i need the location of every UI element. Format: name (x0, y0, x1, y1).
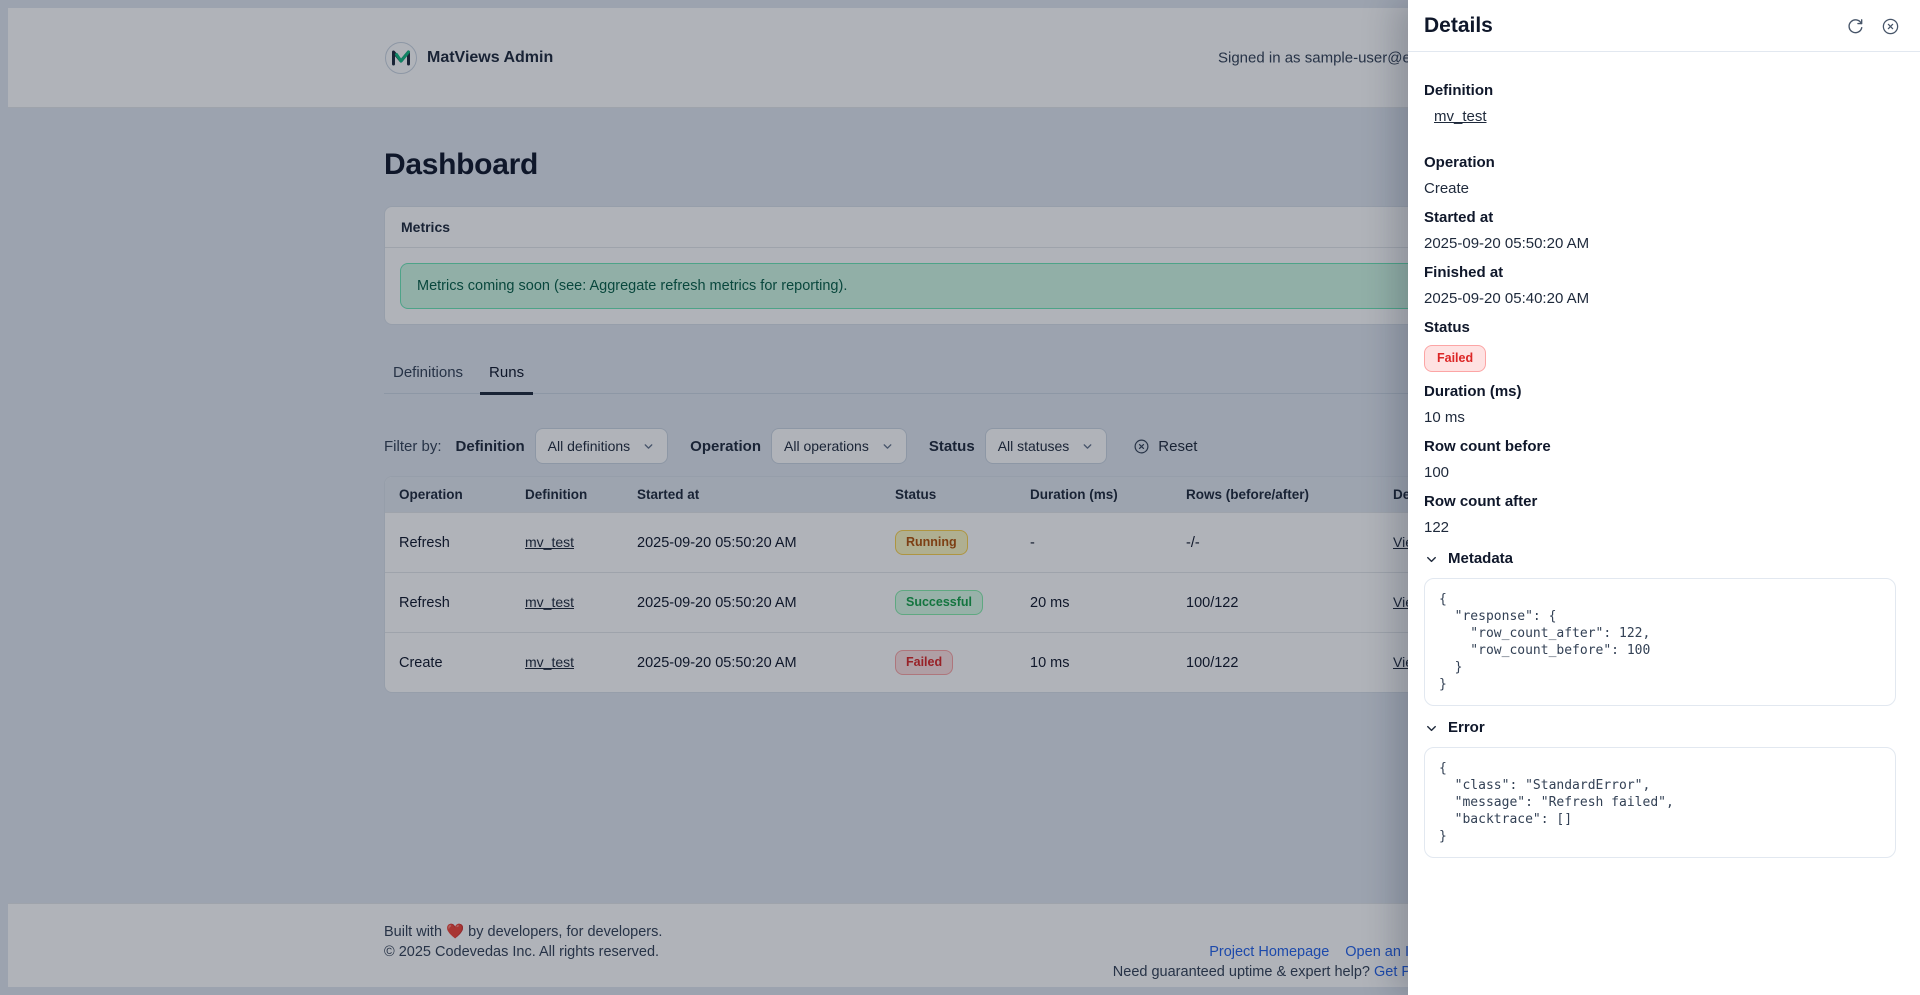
brand: MatViews Admin (384, 41, 553, 75)
reset-button-label: Reset (1158, 437, 1198, 455)
cell-operation: Refresh (385, 512, 511, 573)
metrics-notice: Metrics coming soon (see: Aggregate refr… (400, 263, 1520, 309)
cell-operation: Refresh (385, 572, 511, 633)
definition-select[interactable]: All definitions (534, 428, 669, 464)
status-badge: Successful (895, 590, 984, 615)
tabs: Definitions Runs (384, 355, 1536, 395)
chevron-down-icon (642, 440, 655, 453)
operation-select-value: All operations (784, 438, 869, 454)
metrics-card: Metrics Metrics coming soon (see: Aggreg… (384, 206, 1536, 325)
definition-filter-label: Definition (455, 437, 525, 455)
status-filter-label: Status (928, 437, 975, 455)
field-row-count-after: Row count after 122 (1424, 493, 1538, 536)
operation-select[interactable]: All operations (771, 428, 907, 464)
col-started-at: Started at (623, 477, 881, 513)
definition-select-value: All definitions (547, 438, 631, 454)
cell-started-at: 2025-09-20 05:50:20 AM (623, 632, 881, 692)
chevron-down-icon (1424, 552, 1439, 567)
error-json: { "class": "StandardError", "message": "… (1439, 761, 1674, 844)
close-button[interactable] (1881, 17, 1900, 36)
operation-filter-label: Operation (690, 437, 762, 455)
page-title: Dashboard (384, 148, 538, 181)
metrics-card-body: Metrics coming soon (see: Aggregate refr… (385, 248, 1535, 324)
reset-button[interactable]: Reset (1133, 438, 1197, 455)
definition-link[interactable]: mv_test (525, 594, 575, 610)
close-icon (1881, 17, 1900, 36)
col-rows: Rows (before/after) (1172, 477, 1379, 513)
field-definition: Definition mv_test (1424, 82, 1494, 125)
filter-by-label: Filter by: (384, 437, 442, 455)
field-status: Status Failed (1424, 319, 1896, 372)
col-status: Status (881, 477, 1016, 513)
error-section: Error { "class": "StandardError", "messa… (1424, 719, 1896, 858)
definition-link[interactable]: mv_test (525, 534, 575, 550)
field-duration: Duration (ms) 10 ms (1424, 383, 1522, 426)
table-header-row: Operation Definition Started at Status D… (385, 477, 1535, 513)
status-badge: Failed (1424, 345, 1487, 372)
chevron-down-icon (1424, 721, 1439, 736)
cell-rows: 100/122 (1172, 572, 1379, 633)
error-json-box: { "class": "StandardError", "message": "… (1424, 747, 1896, 858)
cell-rows: 100/122 (1172, 632, 1379, 692)
chevron-down-icon (881, 440, 894, 453)
cell-started-at: 2025-09-20 05:50:20 AM (623, 572, 881, 633)
metadata-section-toggle[interactable]: Metadata (1424, 550, 1896, 568)
status-badge: Running (895, 530, 968, 555)
cell-duration: 10 ms (1016, 632, 1172, 692)
col-duration: Duration (ms) (1016, 477, 1172, 513)
refresh-icon (1846, 17, 1865, 36)
definition-link[interactable]: mv_test (525, 654, 575, 670)
refresh-button[interactable] (1846, 17, 1865, 36)
definition-link[interactable]: mv_test (1434, 108, 1487, 125)
tab-definitions[interactable]: Definitions (393, 364, 464, 381)
field-row-count-before: Row count before 100 (1424, 438, 1551, 481)
app-logo-icon (384, 41, 418, 75)
cell-operation: Create (385, 632, 511, 692)
status-select[interactable]: All statuses (984, 428, 1108, 464)
metrics-card-title: Metrics (385, 207, 1535, 248)
brand-name: MatViews Admin (427, 48, 554, 66)
field-started-at: Started at 2025-09-20 05:50:20 AM (1424, 209, 1590, 252)
cell-duration: 20 ms (1016, 572, 1172, 633)
error-section-toggle[interactable]: Error (1424, 719, 1896, 737)
col-operation: Operation (385, 477, 511, 513)
col-definition: Definition (511, 477, 623, 513)
metadata-json: { "response": { "row_count_after": 122, … (1439, 592, 1651, 692)
metadata-json-box: { "response": { "row_count_after": 122, … (1424, 578, 1896, 706)
footer-copyright: © 2025 Codevedas Inc. All rights reserve… (384, 944, 660, 960)
footer-built-line: Built with ❤️ by developers, for develop… (384, 924, 663, 940)
chevron-down-icon (1081, 440, 1094, 453)
filter-bar: Filter by: Definition All definitions Op… (384, 428, 1536, 464)
reset-icon (1133, 438, 1150, 455)
details-panel-header: Details (1408, 0, 1920, 52)
details-panel-body: Definition mv_test Operation Create Star… (1408, 52, 1920, 894)
details-panel-title: Details (1424, 14, 1493, 37)
cell-duration: - (1016, 512, 1172, 573)
status-select-value: All statuses (997, 438, 1070, 454)
heart-icon: ❤️ (446, 924, 465, 940)
field-finished-at: Finished at 2025-09-20 05:40:20 AM (1424, 264, 1590, 307)
tab-runs[interactable]: Runs (480, 355, 534, 395)
status-badge: Failed (895, 650, 954, 675)
metadata-section: Metadata { "response": { "row_count_afte… (1424, 550, 1896, 706)
project-homepage-link[interactable]: Project Homepage (1209, 944, 1330, 960)
details-panel: Details Definition mv_test Operation Cre… (1408, 0, 1920, 995)
cell-rows: -/- (1172, 512, 1379, 573)
cell-started-at: 2025-09-20 05:50:20 AM (623, 512, 881, 573)
field-operation: Operation Create (1424, 154, 1495, 197)
footer-left: Built with ❤️ by developers, for develop… (384, 904, 662, 962)
